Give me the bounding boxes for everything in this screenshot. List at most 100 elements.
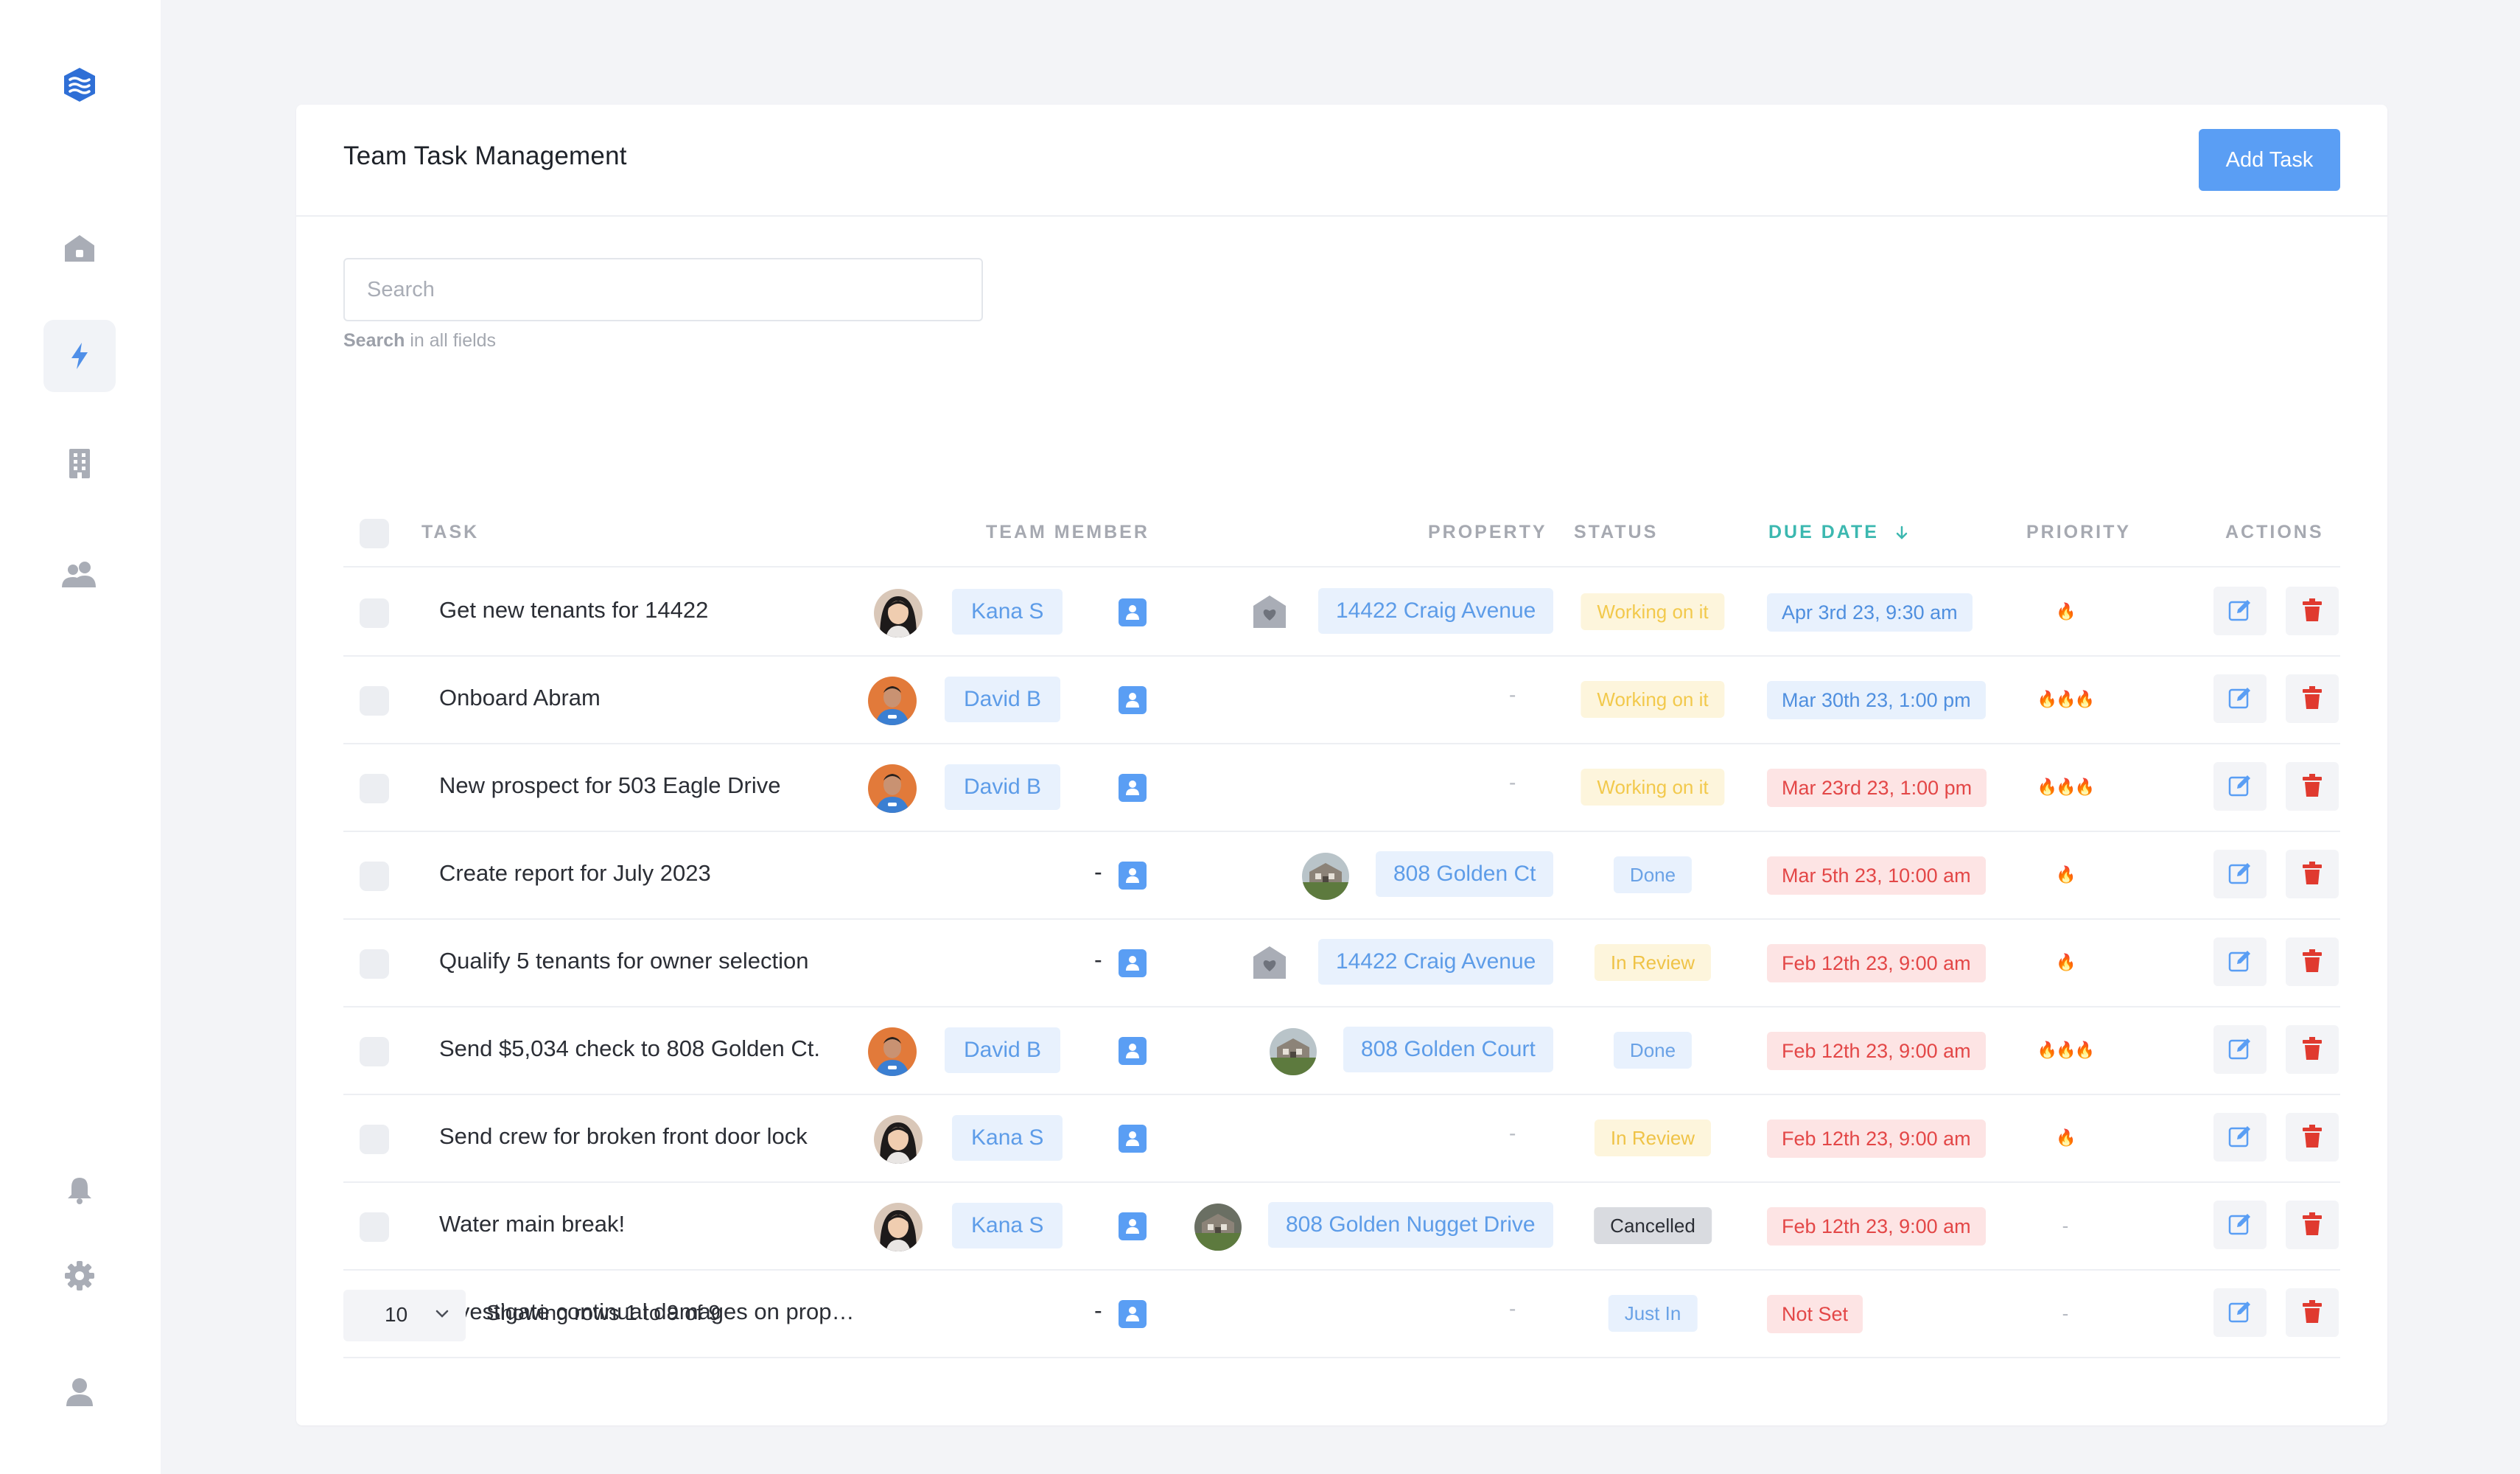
add-task-button[interactable]: Add Task <box>2199 129 2340 191</box>
assign-person-icon[interactable] <box>1119 598 1147 626</box>
task-title[interactable]: New prospect for 503 Eagle Drive <box>439 772 781 798</box>
team-member-chip[interactable]: David B <box>945 764 1061 810</box>
column-task[interactable]: TASK <box>421 522 480 542</box>
due-date-badge[interactable]: Feb 12th 23, 9:00 am <box>1767 1120 1986 1158</box>
team-member-chip[interactable]: Kana S <box>952 1115 1063 1161</box>
delete-button[interactable] <box>2286 587 2339 635</box>
delete-button[interactable] <box>2286 937 2339 986</box>
column-team-member[interactable]: TEAM MEMBER <box>986 522 1149 542</box>
table-row[interactable]: Qualify 5 tenants for owner selection - 14… <box>343 920 2340 1007</box>
edit-button[interactable] <box>2213 1025 2267 1074</box>
due-date-badge[interactable]: Mar 23rd 23, 1:00 pm <box>1767 769 1987 807</box>
assign-person-icon[interactable] <box>1119 686 1147 714</box>
row-checkbox[interactable] <box>360 1125 389 1154</box>
priority-fire-icons[interactable]: 🔥 <box>2056 953 2076 971</box>
due-date-badge[interactable]: Feb 12th 23, 9:00 am <box>1767 944 1986 982</box>
status-badge[interactable]: Done <box>1613 1032 1693 1069</box>
priority-fire-icons[interactable]: 🔥🔥🔥 <box>2037 1041 2095 1059</box>
delete-button[interactable] <box>2286 1025 2339 1074</box>
priority-fire-icons[interactable]: 🔥 <box>2056 865 2076 884</box>
table-row[interactable]: Onboard Abram David B - Working on it Mar 30… <box>343 657 2340 744</box>
status-badge[interactable]: Just In <box>1608 1295 1698 1332</box>
team-member-chip[interactable]: David B <box>945 1027 1061 1073</box>
due-date-badge[interactable]: Feb 12th 23, 9:00 am <box>1767 1207 1986 1246</box>
due-date-badge[interactable]: Feb 12th 23, 9:00 am <box>1767 1032 1986 1070</box>
table-row[interactable]: Get new tenants for 14422 Kana S 14422 Cra… <box>343 569 2340 657</box>
property-chip[interactable]: 808 Golden Court <box>1343 1027 1553 1072</box>
row-checkbox[interactable] <box>360 598 389 628</box>
due-date-badge[interactable]: Not Set <box>1767 1295 1863 1333</box>
task-title[interactable]: Qualify 5 tenants for owner selection <box>439 948 809 974</box>
property-chip[interactable]: 808 Golden Nugget Drive <box>1268 1202 1553 1248</box>
select-all-checkbox[interactable] <box>360 519 389 548</box>
assign-person-icon[interactable] <box>1119 1212 1147 1240</box>
table-row[interactable]: New prospect for 503 Eagle Drive David B -… <box>343 744 2340 832</box>
priority-fire-icons[interactable]: 🔥🔥🔥 <box>2037 690 2095 708</box>
bell-icon[interactable] <box>43 1154 116 1226</box>
status-badge[interactable]: Done <box>1613 856 1693 893</box>
priority-fire-icons[interactable]: 🔥🔥🔥 <box>2037 778 2095 796</box>
table-row[interactable]: Investigate continual damages on proper.… <box>343 1271 2340 1358</box>
assign-person-icon[interactable] <box>1119 1125 1147 1153</box>
row-checkbox[interactable] <box>360 949 389 979</box>
status-badge[interactable]: Working on it <box>1581 593 1725 630</box>
gear-icon[interactable] <box>43 1240 116 1312</box>
column-property[interactable]: PROPERTY <box>1428 522 1547 542</box>
property-chip[interactable]: 14422 Craig Avenue <box>1318 939 1554 985</box>
task-title[interactable]: Send crew for broken front door lock <box>439 1123 808 1149</box>
assign-person-icon[interactable] <box>1119 1300 1147 1328</box>
search-input[interactable] <box>343 258 983 321</box>
table-row[interactable]: Send crew for broken front door lock Kana… <box>343 1095 2340 1183</box>
building-icon[interactable] <box>43 427 116 500</box>
row-checkbox[interactable] <box>360 1037 389 1066</box>
priority-fire-icons[interactable]: 🔥 <box>2056 602 2076 621</box>
row-checkbox[interactable] <box>360 774 389 803</box>
delete-button[interactable] <box>2286 674 2339 723</box>
due-date-badge[interactable]: Apr 3rd 23, 9:30 am <box>1767 593 1973 632</box>
user-icon[interactable] <box>43 1356 116 1428</box>
edit-button[interactable] <box>2213 674 2267 723</box>
status-badge[interactable]: Working on it <box>1581 769 1725 806</box>
delete-button[interactable] <box>2286 1201 2339 1249</box>
row-checkbox[interactable] <box>360 686 389 716</box>
due-date-badge[interactable]: Mar 30th 23, 1:00 pm <box>1767 681 1986 719</box>
delete-button[interactable] <box>2286 1288 2339 1337</box>
priority-empty[interactable]: - <box>2062 1302 2069 1324</box>
task-title[interactable]: Get new tenants for 14422 <box>439 597 709 623</box>
team-member-chip[interactable]: David B <box>945 677 1061 722</box>
lightning-icon[interactable] <box>43 320 116 392</box>
table-row[interactable]: Create report for July 2023 - 808 Golden C… <box>343 832 2340 920</box>
property-chip[interactable]: 808 Golden Ct <box>1376 851 1554 897</box>
column-due-date[interactable]: DUE DATE <box>1768 522 1910 543</box>
team-member-chip[interactable]: Kana S <box>952 589 1063 635</box>
edit-button[interactable] <box>2213 1201 2267 1249</box>
assign-person-icon[interactable] <box>1119 862 1147 890</box>
priority-empty[interactable]: - <box>2062 1215 2069 1237</box>
edit-button[interactable] <box>2213 1113 2267 1162</box>
task-title[interactable]: Create report for July 2023 <box>439 860 711 886</box>
table-row[interactable]: Send $5,034 check to 808 Golden Ct. David… <box>343 1007 2340 1095</box>
status-badge[interactable]: In Review <box>1594 944 1712 981</box>
task-title[interactable]: Send $5,034 check to 808 Golden Ct. <box>439 1035 821 1061</box>
table-row[interactable]: Water main break! Kana S 808 Golden Nugget… <box>343 1183 2340 1271</box>
status-badge[interactable]: Cancelled <box>1594 1207 1712 1244</box>
status-badge[interactable]: In Review <box>1594 1120 1712 1156</box>
task-title[interactable]: Water main break! <box>439 1211 626 1237</box>
column-priority[interactable]: PRIORITY <box>2026 522 2132 542</box>
delete-button[interactable] <box>2286 1113 2339 1162</box>
task-title[interactable]: Onboard Abram <box>439 685 601 710</box>
home-icon[interactable] <box>43 212 116 284</box>
row-checkbox[interactable] <box>360 1212 389 1242</box>
assign-person-icon[interactable] <box>1119 774 1147 802</box>
priority-fire-icons[interactable]: 🔥 <box>2056 1128 2076 1147</box>
edit-button[interactable] <box>2213 1288 2267 1337</box>
column-status[interactable]: STATUS <box>1574 522 1659 542</box>
people-icon[interactable] <box>43 538 116 610</box>
assign-person-icon[interactable] <box>1119 1037 1147 1065</box>
due-date-badge[interactable]: Mar 5th 23, 10:00 am <box>1767 856 1986 895</box>
property-chip[interactable]: 14422 Craig Avenue <box>1318 588 1554 634</box>
edit-button[interactable] <box>2213 850 2267 898</box>
assign-person-icon[interactable] <box>1119 949 1147 977</box>
delete-button[interactable] <box>2286 762 2339 811</box>
delete-button[interactable] <box>2286 850 2339 898</box>
